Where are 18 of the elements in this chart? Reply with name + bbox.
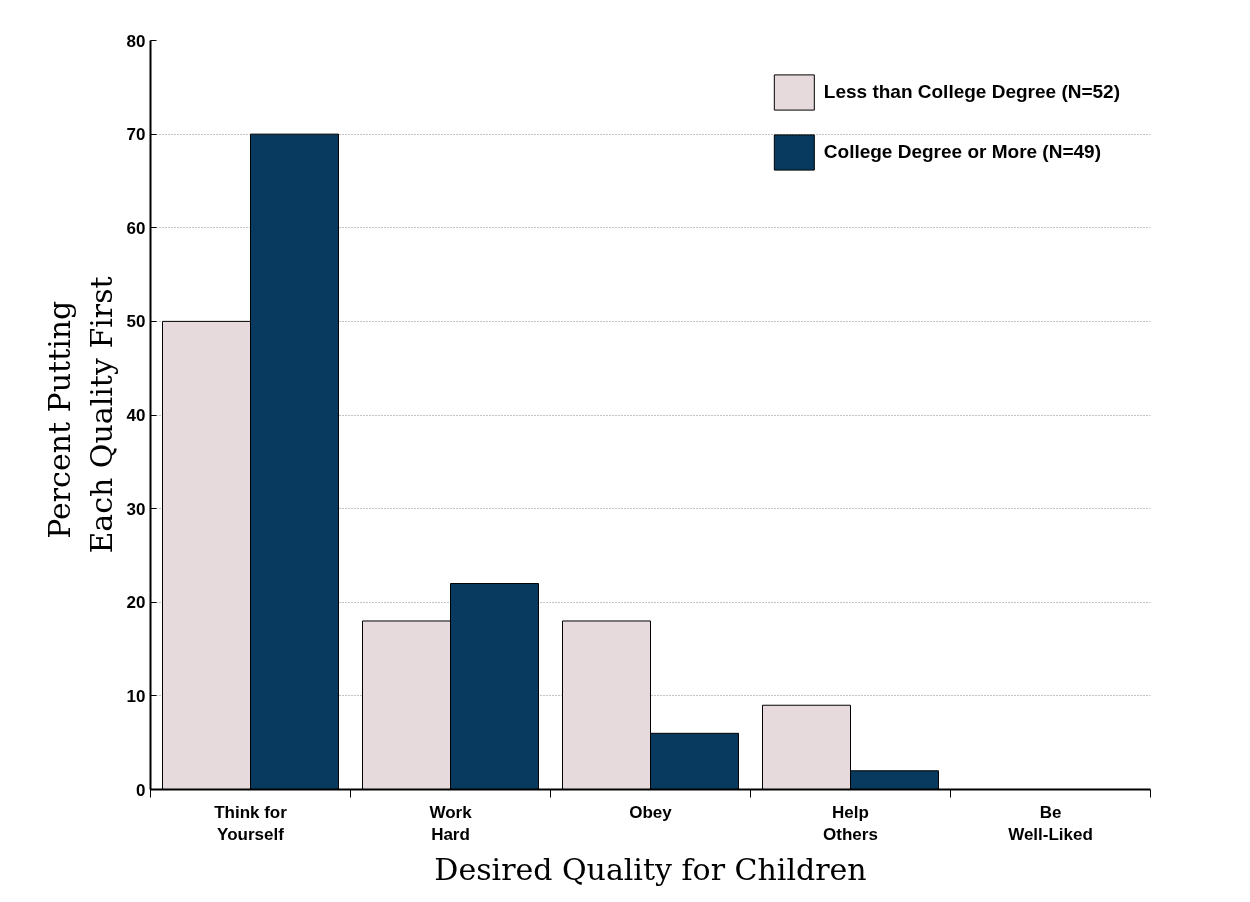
legend-label: College Degree or More (N=49) bbox=[823, 141, 1101, 163]
y-tick-label: 20 bbox=[126, 593, 146, 613]
y-tick-label: 10 bbox=[126, 686, 146, 706]
x-tick-label: Obey bbox=[629, 802, 673, 822]
x-tick-label: Be Well-Liked bbox=[1008, 802, 1093, 845]
x-tick-label: Help Others bbox=[823, 802, 878, 845]
y-tick-label: 80 bbox=[126, 31, 146, 51]
y-tick-label: 50 bbox=[126, 312, 146, 332]
y-tick-label: 0 bbox=[136, 780, 146, 800]
y-tick-label: 30 bbox=[126, 499, 146, 519]
y-tick-label: 60 bbox=[126, 218, 146, 238]
y-tick-label: 40 bbox=[126, 406, 146, 425]
y-axis-title: Percent Putting Each Quality First bbox=[41, 276, 119, 554]
x-tick-label: Work Hard bbox=[429, 802, 473, 845]
x-tick-label: Think for Yourself bbox=[214, 802, 288, 845]
x-axis-title: Desired Quality for Children bbox=[434, 852, 867, 888]
y-tick-label: 70 bbox=[126, 125, 146, 145]
legend-label: Less than College Degree (N=52) bbox=[823, 81, 1120, 103]
